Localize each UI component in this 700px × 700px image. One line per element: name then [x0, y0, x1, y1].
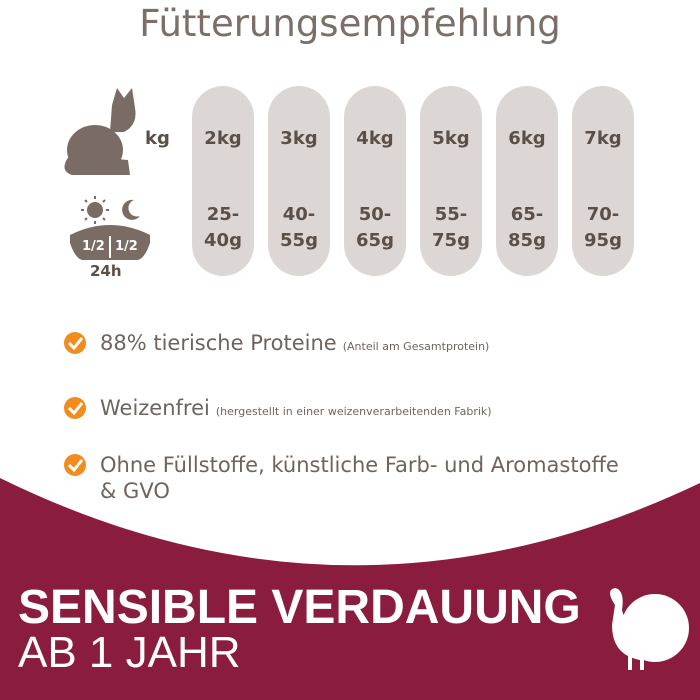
check-mark: [67, 337, 84, 351]
weight: 3kg: [280, 128, 318, 149]
pill: [420, 86, 482, 276]
check-icon: [64, 454, 86, 476]
check-mark: [67, 459, 84, 473]
title: Fütterungsempfehlung: [139, 2, 561, 45]
amount: 65-: [510, 204, 544, 225]
bowl-period: 24h: [90, 262, 122, 280]
amount: 70-: [586, 204, 620, 225]
pill: [572, 86, 634, 276]
pill: [192, 86, 254, 276]
unit-label: kg: [145, 128, 170, 149]
turkey-icon: [610, 588, 689, 670]
bowl-left: 1/2: [82, 239, 105, 254]
check-icon: [64, 397, 86, 419]
pill: [344, 86, 406, 276]
cat-icon: [64, 88, 136, 175]
weight: 7kg: [584, 128, 622, 149]
benefit-text: 88% tierische Proteine (Anteil am Gesamtp…: [100, 330, 489, 360]
weight: 5kg: [432, 128, 470, 149]
benefit-line: Weizenfrei: [100, 396, 210, 420]
check-icon: [64, 332, 86, 354]
amount: 40g: [204, 230, 242, 251]
amount: 95g: [584, 230, 622, 251]
benefit-line: & GVO: [100, 479, 170, 503]
benefit-text: Weizenfrei (hergestellt in einer weizenve…: [100, 395, 492, 425]
amount: 40-: [282, 204, 316, 225]
amount: 55-: [434, 204, 468, 225]
banner-line: SENSIBLE VERDAUUNG: [18, 581, 581, 634]
weight: 4kg: [356, 128, 394, 149]
amount: 25-: [206, 204, 240, 225]
weight: 2kg: [204, 128, 242, 149]
pill: [268, 86, 330, 276]
benefit-line: Ohne Füllstoffe, künstliche Farb- und Ar…: [100, 453, 619, 477]
benefit-text: & GVO: [100, 478, 170, 504]
weight: 6kg: [508, 128, 546, 149]
amount: 50-: [358, 204, 392, 225]
day-night-icon: [70, 196, 150, 260]
amount: 85g: [508, 230, 546, 251]
amount: 55g: [280, 230, 318, 251]
amount: 65g: [356, 230, 394, 251]
amount: 75g: [432, 230, 470, 251]
benefit-note: (hergestellt in einer weizenverarbeitend…: [215, 405, 492, 418]
benefit-line: 88% tierische Proteine: [100, 331, 337, 355]
bowl-right: 1/2: [115, 239, 138, 254]
benefit-text: Ohne Füllstoffe, künstliche Farb- und Ar…: [100, 452, 619, 478]
banner-bg: [0, 478, 700, 700]
check-mark: [67, 402, 84, 416]
benefit-note: (Anteil am Gesamtprotein): [342, 340, 490, 353]
pill: [496, 86, 558, 276]
banner-line: AB 1 JAHR: [18, 628, 241, 677]
